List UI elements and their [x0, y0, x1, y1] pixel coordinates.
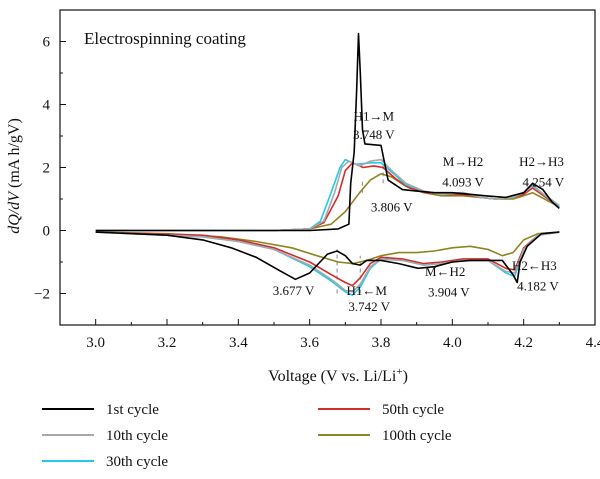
- x-axis-label-superscript: +: [396, 366, 402, 378]
- annotation-label: 3.677 V: [273, 283, 315, 298]
- series-30th-cycle-discharge: [95, 231, 560, 296]
- series-30th-cycle-charge: [95, 158, 560, 232]
- series-100th-cycle-discharge: [95, 231, 560, 265]
- y-axis-label: dQ/dV (mA h/gV): [6, 118, 23, 234]
- annotation-label: 4.254 V: [522, 174, 564, 189]
- axis-ticks: 3.0 3.2 3.4 3.6 3.8 4.0 4.2 4.4 6 4 2 0 −2: [34, 35, 600, 352]
- x-tick-label: 3.8: [372, 335, 391, 351]
- series-1st-cycle-discharge: [95, 231, 560, 284]
- annotation-label: 4.093 V: [442, 174, 484, 189]
- annotation-label: M←H2: [425, 264, 465, 279]
- annotation-label: H2→H3: [519, 154, 564, 169]
- x-tick-label: 3.4: [229, 335, 248, 351]
- y-tick-label: 2: [43, 161, 51, 177]
- legend-label: 100th cycle: [382, 428, 452, 444]
- x-tick-label: 4.2: [514, 335, 533, 351]
- annotation-label: 3.904 V: [428, 285, 470, 300]
- annotation-label: H1←M: [347, 283, 388, 298]
- annotation-label: 3.742 V: [348, 299, 390, 314]
- legend: 1st cycle 10th cycle 30th cycle 50th cycle 1…: [42, 402, 452, 470]
- x-tick-label: 3.6: [300, 335, 319, 351]
- annotation-label: M→H2: [443, 154, 483, 169]
- y-axis-label-italic: dQ/dV: [6, 190, 23, 234]
- y-tick-label: 0: [43, 224, 51, 240]
- y-tick-label: 4: [43, 98, 51, 114]
- annotation-label: 3.748 V: [353, 127, 395, 142]
- y-tick-label: 6: [43, 35, 51, 51]
- series-1st-cycle-charge: [95, 32, 560, 232]
- legend-label: 10th cycle: [106, 428, 168, 444]
- legend-label: 30th cycle: [106, 454, 168, 470]
- x-tick-label: 3.0: [86, 335, 105, 351]
- series-10th-cycle-discharge: [95, 231, 560, 293]
- x-axis-label: Voltage (V vs. Li/Li+): [268, 366, 408, 385]
- x-tick-label: 4.0: [443, 335, 462, 351]
- legend-label: 50th cycle: [382, 402, 444, 418]
- annotation-label: H1→M: [354, 108, 395, 123]
- annotation-label: 4.182 V: [517, 278, 559, 293]
- legend-label: 1st cycle: [106, 402, 159, 418]
- chart-title: Electrospinning coating: [84, 29, 246, 48]
- x-tick-label: 4.4: [586, 335, 600, 351]
- series-layer: [95, 32, 560, 296]
- y-tick-label: −2: [34, 287, 50, 303]
- annotations: H1→M 3.748 V M→H2 4.093 V H2→H3 4.254 V 3.806 …: [273, 108, 565, 314]
- series-10th-cycle-charge: [95, 158, 560, 232]
- series-50th-cycle-discharge: [95, 231, 560, 287]
- annotation-label: 3.806 V: [371, 200, 413, 215]
- annotation-label: H2←H3: [512, 258, 557, 273]
- x-tick-label: 3.2: [158, 335, 177, 351]
